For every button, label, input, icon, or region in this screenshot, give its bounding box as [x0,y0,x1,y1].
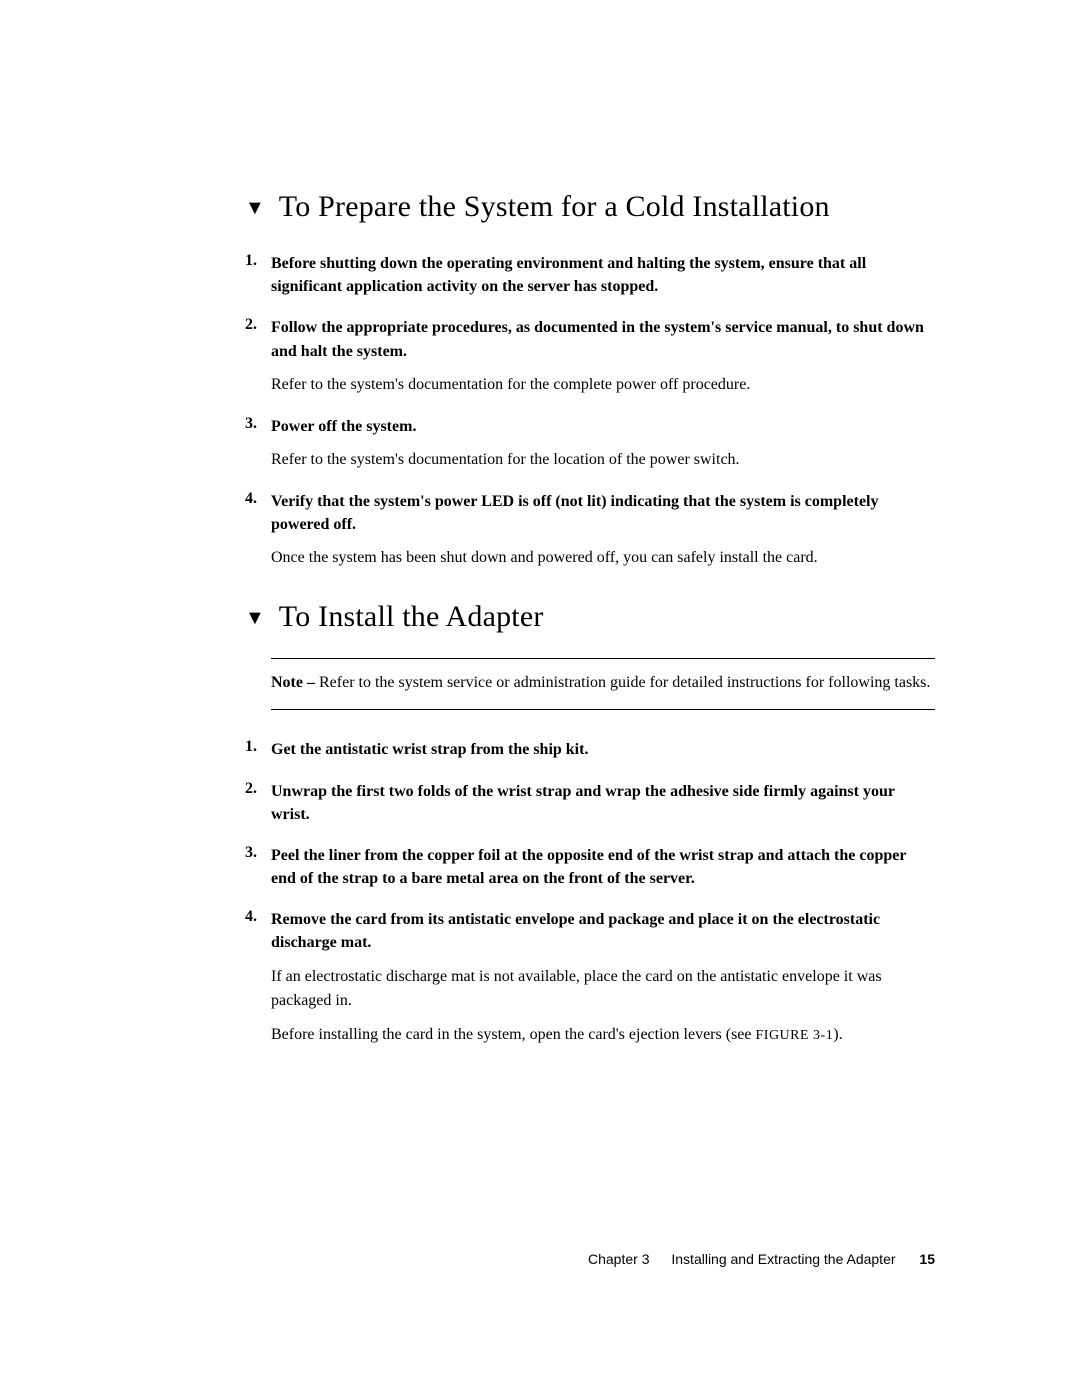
page-content: ▼ To Prepare the System for a Cold Insta… [0,0,1080,1047]
section1-header: ▼ To Prepare the System for a Cold Insta… [245,190,935,224]
section-marker-icon: ▼ [245,197,265,220]
step-item: Get the antistatic wrist strap from the … [271,738,935,761]
step-head: Remove the card from its antistatic enve… [271,908,935,954]
step-item: Power off the system. Refer to the syste… [271,415,935,472]
step-item: Verify that the system's power LED is of… [271,490,935,570]
section-marker-icon: ▼ [245,607,265,630]
step-head: Unwrap the first two folds of the wrist … [271,780,935,826]
section2-title: To Install the Adapter [279,600,544,634]
step-head: Verify that the system's power LED is of… [271,490,935,536]
section1-title: To Prepare the System for a Cold Install… [279,190,830,224]
step-head: Peel the liner from the copper foil at t… [271,844,935,890]
step-body: If an electrostatic discharge mat is not… [271,965,935,1013]
step-head: Follow the appropriate procedures, as do… [271,316,935,362]
step-item: Remove the card from its antistatic enve… [271,908,935,1046]
figure-reference: FIGURE 3-1 [756,1028,834,1043]
step-body: Once the system has been shut down and p… [271,546,935,570]
footer-page-number: 15 [919,1251,935,1267]
step-head: Get the antistatic wrist strap from the … [271,738,935,761]
footer-chapter: Chapter 3 [588,1251,649,1267]
note-box: Note – Refer to the system service or ad… [271,658,935,710]
step-item: Before shutting down the operating envir… [271,252,935,298]
step-item: Peel the liner from the copper foil at t… [271,844,935,890]
section1-steps: Before shutting down the operating envir… [271,252,935,570]
body-prefix: Before installing the card in the system… [271,1026,756,1043]
section2-steps: Get the antistatic wrist strap from the … [271,738,935,1046]
page-footer: Chapter 3 Installing and Extracting the … [588,1251,935,1267]
step-body: Refer to the system's documentation for … [271,373,935,397]
step-head: Power off the system. [271,415,935,438]
step-item: Unwrap the first two folds of the wrist … [271,780,935,826]
step-head: Before shutting down the operating envir… [271,252,935,298]
step-body: Refer to the system's documentation for … [271,448,935,472]
note-text: Refer to the system service or administr… [315,674,930,691]
step-body: Before installing the card in the system… [271,1023,935,1047]
note-label: Note – [271,674,315,691]
step-item: Follow the appropriate procedures, as do… [271,316,935,396]
section2-header: ▼ To Install the Adapter [245,600,935,634]
body-suffix: ). [833,1026,842,1043]
footer-title: Installing and Extracting the Adapter [671,1251,895,1267]
